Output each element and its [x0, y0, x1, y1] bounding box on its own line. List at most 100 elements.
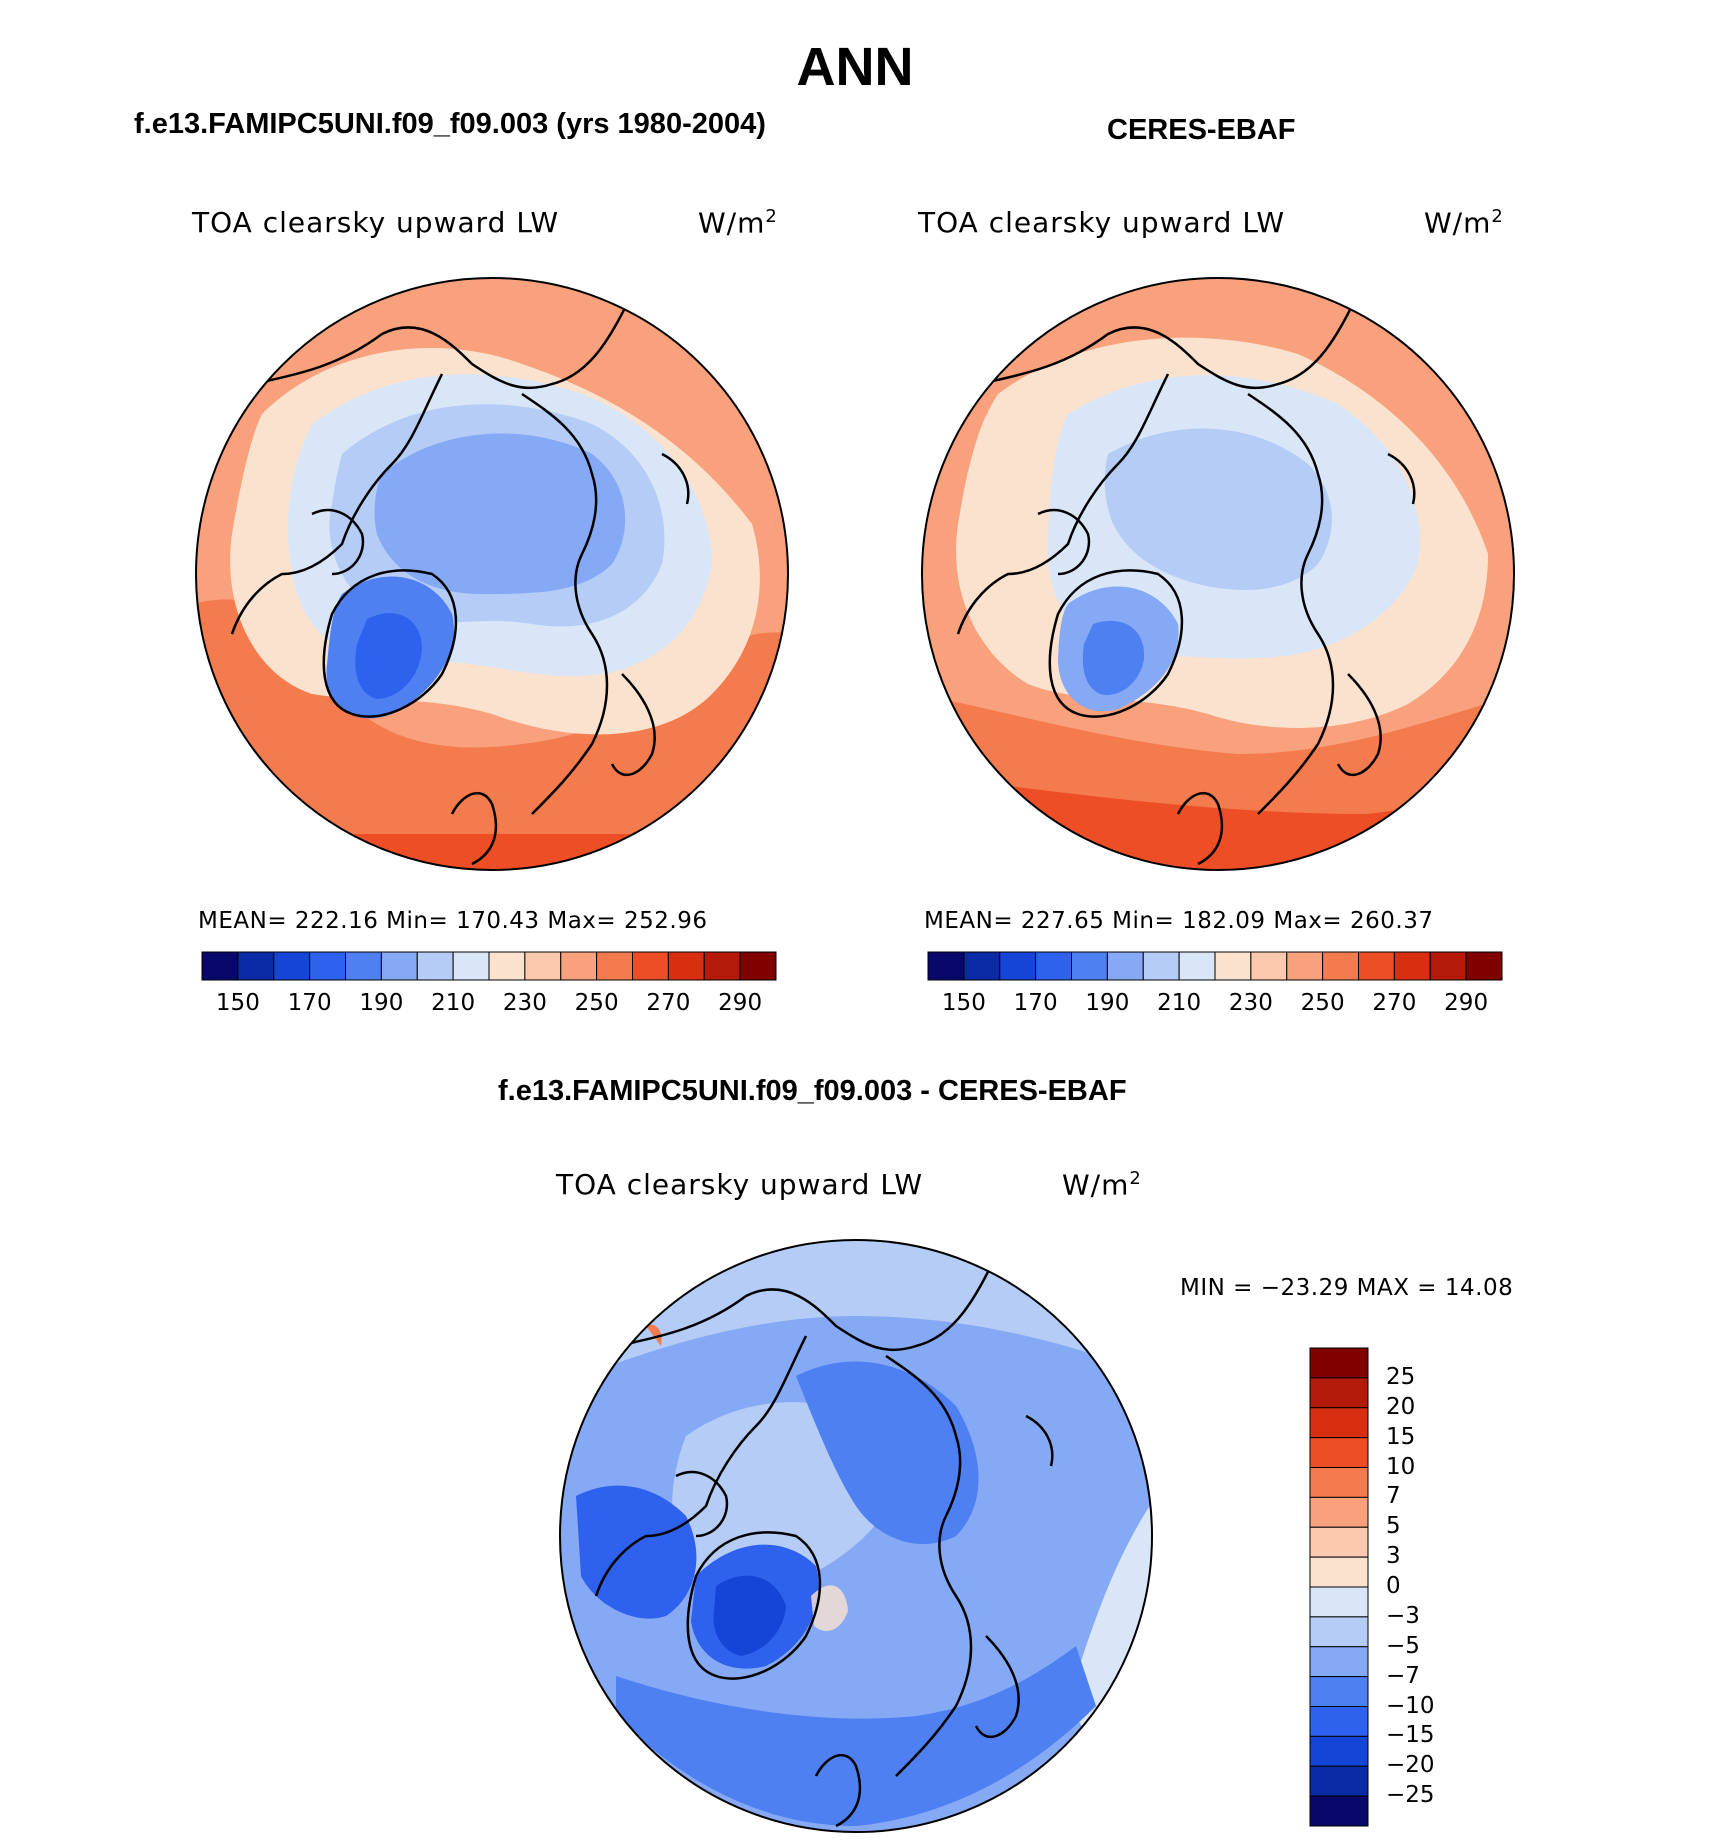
diff-minmax: MIN = −23.29 MAX = 14.08: [1180, 1275, 1514, 1301]
diff-colorbar-swatch: [1309, 1467, 1369, 1498]
obs-colorbar-tick-label: 250: [1300, 990, 1345, 1016]
model-case-title: f.e13.FAMIPC5UNI.f09_f09.003 (yrs 1980-2…: [134, 108, 766, 140]
diff-units-label: W/m2: [1062, 1168, 1142, 1202]
obs-stats: MEAN= 227.65 Min= 182.09 Max= 260.37: [924, 908, 1434, 934]
diff-colorbar-ticks: 25 20 15 10 7 5 3 0 −3 −5 −7 −10 −15 −20 −25: [1386, 1348, 1476, 1826]
obs-colorbar-swatch: [1035, 951, 1072, 981]
obs-colorbar-ticks: 150 170 190 210 230 250 270 290: [928, 990, 1502, 1020]
obs-colorbar-swatch: [1322, 951, 1359, 981]
model-colorbar-tick-label: 150: [215, 990, 260, 1016]
obs-colorbar-swatch: [999, 951, 1037, 981]
model-colorbar-swatch: [739, 951, 777, 981]
model-colorbar-ticks: 150 170 190 210 230 250 270 290: [202, 990, 776, 1020]
diff-colorbar-tick-label: −25: [1386, 1782, 1435, 1809]
model-colorbar-tick-label: 270: [646, 990, 691, 1016]
diff-colorbar-swatch: [1309, 1437, 1369, 1468]
model-colorbar-tick-label: 170: [287, 990, 332, 1016]
obs-colorbar-tick-label: 170: [1013, 990, 1058, 1016]
diff-colorbar-swatch: [1309, 1526, 1369, 1558]
diff-colorbar-tick-label: 25: [1386, 1363, 1416, 1390]
diff-colorbar-tick-label: −15: [1386, 1722, 1435, 1749]
model-colorbar-swatch: [452, 951, 490, 981]
diff-colorbar-tick-label: 15: [1386, 1423, 1416, 1450]
obs-colorbar-swatch: [1358, 951, 1395, 981]
model-colorbar-tick-label: 290: [718, 990, 763, 1016]
obs-colorbar-swatch: [1071, 951, 1108, 981]
diff-colorbar-swatch: [1309, 1347, 1369, 1379]
diff-colorbar-swatch: [1309, 1646, 1369, 1678]
diff-colorbar-tick-label: −20: [1386, 1752, 1435, 1779]
obs-colorbar-tick-label: 190: [1085, 990, 1130, 1016]
diff-variable-label: TOA clearsky upward LW: [556, 1168, 924, 1201]
model-colorbar-tick-label: 250: [574, 990, 619, 1016]
model-colorbar-swatch: [560, 951, 598, 981]
model-colorbar-swatch: [345, 951, 382, 981]
diff-colorbar-swatch: [1309, 1676, 1369, 1707]
diff-colorbar-tick-label: −3: [1386, 1602, 1420, 1629]
model-colorbar-swatch: [596, 951, 633, 981]
model-colorbar-swatch: [632, 951, 669, 981]
diff-colorbar: [1309, 1347, 1369, 1827]
obs-colorbar-swatch: [1465, 951, 1503, 981]
diff-title: f.e13.FAMIPC5UNI.f09_f09.003 - CERES-EBA…: [498, 1075, 1127, 1107]
model-colorbar-tick-label: 210: [431, 990, 476, 1016]
diff-colorbar-tick-label: −10: [1386, 1692, 1435, 1719]
model-colorbar-swatch: [524, 951, 562, 981]
obs-case-title: CERES-EBAF: [1107, 114, 1296, 146]
diff-colorbar-swatch: [1309, 1795, 1369, 1827]
diff-colorbar-tick-label: 0: [1386, 1573, 1401, 1599]
obs-colorbar-tick-label: 150: [941, 990, 986, 1016]
model-stats: MEAN= 222.16 Min= 170.43 Max= 252.96: [198, 908, 708, 934]
diff-colorbar-swatch: [1309, 1735, 1369, 1767]
model-colorbar-swatch: [309, 951, 346, 981]
obs-colorbar-tick-label: 290: [1444, 990, 1489, 1016]
diff-colorbar-tick-label: 20: [1386, 1393, 1416, 1420]
model-polar-map: [195, 277, 789, 871]
obs-colorbar-swatch: [1214, 951, 1252, 981]
obs-variable-label: TOA clearsky upward LW: [918, 206, 1286, 239]
model-colorbar-swatch: [416, 951, 454, 981]
model-colorbar-swatch: [380, 951, 418, 981]
diff-colorbar-swatch: [1309, 1496, 1369, 1528]
diff-colorbar-tick-label: −7: [1386, 1662, 1420, 1689]
diff-colorbar-swatch: [1309, 1556, 1369, 1588]
model-colorbar-swatch: [703, 951, 741, 981]
obs-colorbar-tick-label: 270: [1372, 990, 1417, 1016]
model-colorbar-tick-label: 190: [359, 990, 404, 1016]
obs-colorbar-swatch: [1286, 951, 1324, 981]
obs-colorbar-swatch: [963, 951, 1001, 981]
model-colorbar-swatch: [488, 951, 526, 981]
diff-colorbar-swatch: [1309, 1407, 1369, 1439]
obs-colorbar-tick-label: 230: [1228, 990, 1273, 1016]
model-colorbar-swatch: [201, 951, 239, 981]
diff-colorbar-swatch: [1309, 1765, 1369, 1797]
obs-colorbar-swatch: [1250, 951, 1288, 981]
model-colorbar: [201, 951, 777, 981]
page-title: ANN: [796, 37, 914, 97]
obs-colorbar-swatch: [1142, 951, 1180, 981]
model-units-label: W/m2: [698, 206, 778, 240]
obs-colorbar-swatch: [1429, 951, 1467, 981]
obs-colorbar-swatch: [1178, 951, 1216, 981]
diff-colorbar-tick-label: 10: [1386, 1453, 1416, 1480]
obs-colorbar-swatch: [1393, 951, 1431, 981]
diff-colorbar-swatch: [1309, 1706, 1369, 1737]
obs-colorbar-swatch: [927, 951, 965, 981]
model-variable-label: TOA clearsky upward LW: [192, 206, 560, 239]
diff-colorbar-swatch: [1309, 1377, 1369, 1409]
model-colorbar-swatch: [237, 951, 275, 981]
diff-colorbar-swatch: [1309, 1616, 1369, 1648]
obs-polar-map: [921, 277, 1515, 871]
obs-colorbar-swatch: [1106, 951, 1144, 981]
diff-polar-map: [559, 1239, 1153, 1833]
diff-colorbar-tick-label: 5: [1386, 1513, 1401, 1540]
model-colorbar-swatch: [273, 951, 311, 981]
model-colorbar-swatch: [667, 951, 705, 981]
obs-units-label: W/m2: [1424, 206, 1504, 240]
model-colorbar-tick-label: 230: [502, 990, 547, 1016]
diff-colorbar-tick-label: 3: [1386, 1543, 1401, 1570]
obs-colorbar: [927, 951, 1503, 981]
diff-colorbar-swatch: [1309, 1586, 1369, 1618]
obs-colorbar-tick-label: 210: [1157, 990, 1202, 1016]
diff-colorbar-tick-label: −5: [1386, 1632, 1420, 1659]
